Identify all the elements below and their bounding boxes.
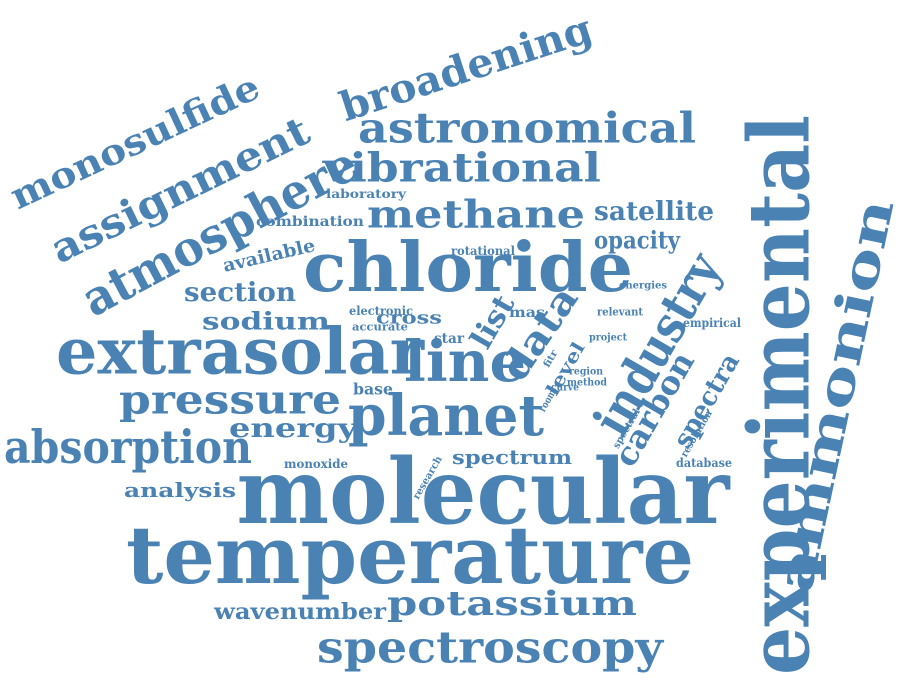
cloud-word-combination: combination: [256, 214, 364, 230]
cloud-word-star: star: [434, 331, 465, 347]
cloud-word-project: project: [589, 333, 627, 344]
cloud-word-sodium: sodium: [202, 307, 330, 336]
cloud-word-methane: methane: [367, 192, 585, 237]
cloud-word-potassium: potassium: [387, 584, 637, 624]
cloud-word-laboratory: laboratory: [326, 187, 407, 201]
cloud-word-absorption: absorption: [4, 420, 252, 474]
cloud-word-experimental: experimental: [730, 115, 829, 675]
cloud-word-relevant: relevant: [597, 306, 644, 319]
cloud-word-planet: planet: [348, 383, 544, 449]
cloud-word-chloride: chloride: [303, 228, 633, 308]
cloud-word-base: base: [353, 380, 393, 399]
cloud-word-pressure: pressure: [119, 377, 341, 424]
cloud-word-section: section: [184, 278, 296, 308]
cloud-word-energy: energy: [229, 414, 358, 444]
cloud-word-vibrational: vibrational: [322, 145, 601, 192]
cloud-word-temperature: temperature: [126, 508, 694, 602]
cloud-word-astronomical: astronomical: [358, 104, 696, 153]
cloud-word-monoxide: monoxide: [284, 457, 348, 471]
cloud-word-region: region: [569, 367, 604, 378]
cloud-word-cross: cross: [376, 308, 442, 329]
cloud-word-spectrum: spectrum: [452, 445, 572, 469]
cloud-word-electronic: electronic: [349, 304, 413, 318]
cloud-word-empirical: empirical: [683, 316, 741, 330]
cloud-word-line: line: [404, 329, 526, 395]
cloud-word-rotational: rotational: [451, 244, 515, 258]
cloud-word-satellite: satellite: [594, 197, 714, 227]
cloud-word-curve: curve: [551, 383, 579, 394]
cloud-word-wavenumber: wavenumber: [213, 599, 387, 625]
cloud-word-energies: energies: [619, 281, 667, 292]
cloud-word-database: database: [676, 456, 732, 470]
cloud-word-opacity: opacity: [594, 226, 681, 255]
cloud-word-spectroscopy: spectroscopy: [317, 623, 665, 674]
cloud-word-molecular: molecular: [237, 439, 732, 545]
cloud-word-analysis: analysis: [124, 478, 236, 502]
cloud-word-extrasolar: extrasolar: [56, 315, 425, 390]
cloud-word-mas: mas: [509, 305, 545, 321]
cloud-word-accurate: accurate: [352, 321, 408, 334]
cloud-word-method: method: [567, 378, 607, 389]
